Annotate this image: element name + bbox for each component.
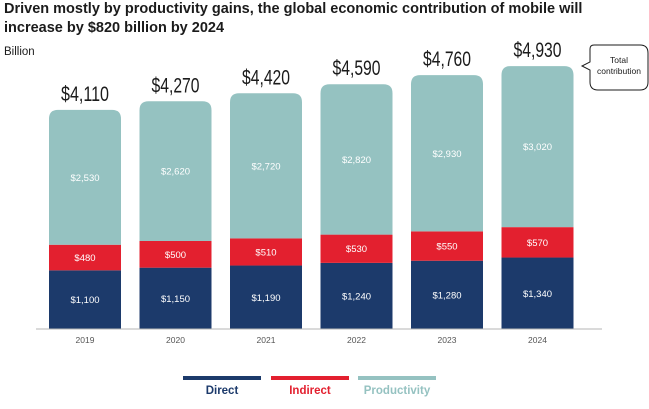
segment-label-direct-2019: $1,100: [70, 295, 99, 306]
segment-label-productivity-2023: $2,930: [432, 149, 461, 160]
bar-direct-2022: [320, 262, 393, 329]
legend-label-direct: Direct: [206, 385, 239, 397]
segment-label-indirect-2023: $550: [436, 242, 457, 253]
legend: Direct Indirect Productivity: [183, 376, 436, 397]
bar-direct-2023: [411, 260, 483, 329]
segment-label-indirect-2019: $480: [74, 253, 95, 264]
total-label-2021: $4,420: [242, 66, 290, 89]
year-label-2022: 2022: [347, 335, 366, 345]
year-label-2020: 2020: [166, 335, 185, 345]
bar-productivity-2021: [230, 93, 302, 239]
bar-indirect-2019: [49, 244, 121, 271]
segment-label-indirect-2022: $530: [346, 244, 367, 255]
total-label-2020: $4,270: [152, 74, 200, 97]
chart-title: Driven mostly by productivity gains, the…: [4, 1, 583, 36]
segment-label-productivity-2019: $2,530: [70, 173, 99, 184]
segment-label-indirect-2024: $570: [527, 238, 548, 249]
bar-indirect-2020: [139, 241, 212, 268]
year-label-2023: 2023: [438, 335, 457, 345]
bars-group: $1,100 $480 $2,530 $4,110 $1,150 $500 $2,620 $4…: [49, 39, 574, 329]
callout-bubble: [580, 44, 649, 91]
segment-label-direct-2022: $1,240: [342, 291, 371, 302]
segment-label-productivity-2022: $2,820: [342, 155, 371, 166]
callout-line1: Total: [610, 55, 628, 65]
bar-productivity-2019: [49, 109, 121, 245]
total-label-2024: $4,930: [514, 39, 562, 62]
bar-productivity-2022: [320, 84, 393, 235]
year-label-2024: 2024: [528, 335, 547, 345]
legend-swatch-direct: [183, 376, 261, 380]
segment-label-indirect-2020: $500: [165, 250, 186, 261]
year-labels-group: 2019 2020 2021 2022 2023 2024: [76, 335, 548, 345]
callout-line2: contribution: [597, 66, 641, 76]
total-label-2022: $4,590: [333, 57, 381, 80]
legend-label-productivity: Productivity: [364, 385, 431, 397]
bar-indirect-2024: [501, 227, 574, 258]
segment-label-direct-2021: $1,190: [251, 293, 280, 304]
year-label-2021: 2021: [257, 335, 276, 345]
bar-indirect-2023: [411, 231, 483, 261]
segment-label-productivity-2021: $2,720: [251, 161, 280, 172]
legend-swatch-productivity: [358, 376, 436, 380]
bar-indirect-2021: [230, 238, 302, 266]
bar-productivity-2024: [501, 66, 574, 228]
unit-label: Billion: [4, 46, 35, 58]
bar-productivity-2020: [139, 101, 212, 242]
total-label-2019: $4,110: [61, 83, 109, 106]
segment-label-productivity-2024: $3,020: [523, 142, 552, 153]
legend-label-indirect: Indirect: [289, 385, 331, 397]
legend-swatch-indirect: [271, 376, 349, 380]
segment-label-direct-2024: $1,340: [523, 289, 552, 300]
segment-label-direct-2023: $1,280: [432, 290, 461, 301]
bar-direct-2019: [49, 270, 121, 329]
year-label-2019: 2019: [76, 335, 95, 345]
bar-indirect-2022: [320, 234, 393, 263]
segment-label-direct-2020: $1,150: [161, 294, 190, 305]
bar-direct-2024: [501, 257, 574, 329]
segment-label-productivity-2020: $2,620: [161, 167, 190, 178]
bar-direct-2021: [230, 265, 302, 329]
total-callout: Total contribution: [580, 44, 649, 91]
bar-productivity-2023: [411, 75, 483, 232]
segment-label-indirect-2021: $510: [255, 247, 276, 258]
total-label-2023: $4,760: [423, 48, 471, 71]
bar-direct-2020: [139, 267, 212, 329]
